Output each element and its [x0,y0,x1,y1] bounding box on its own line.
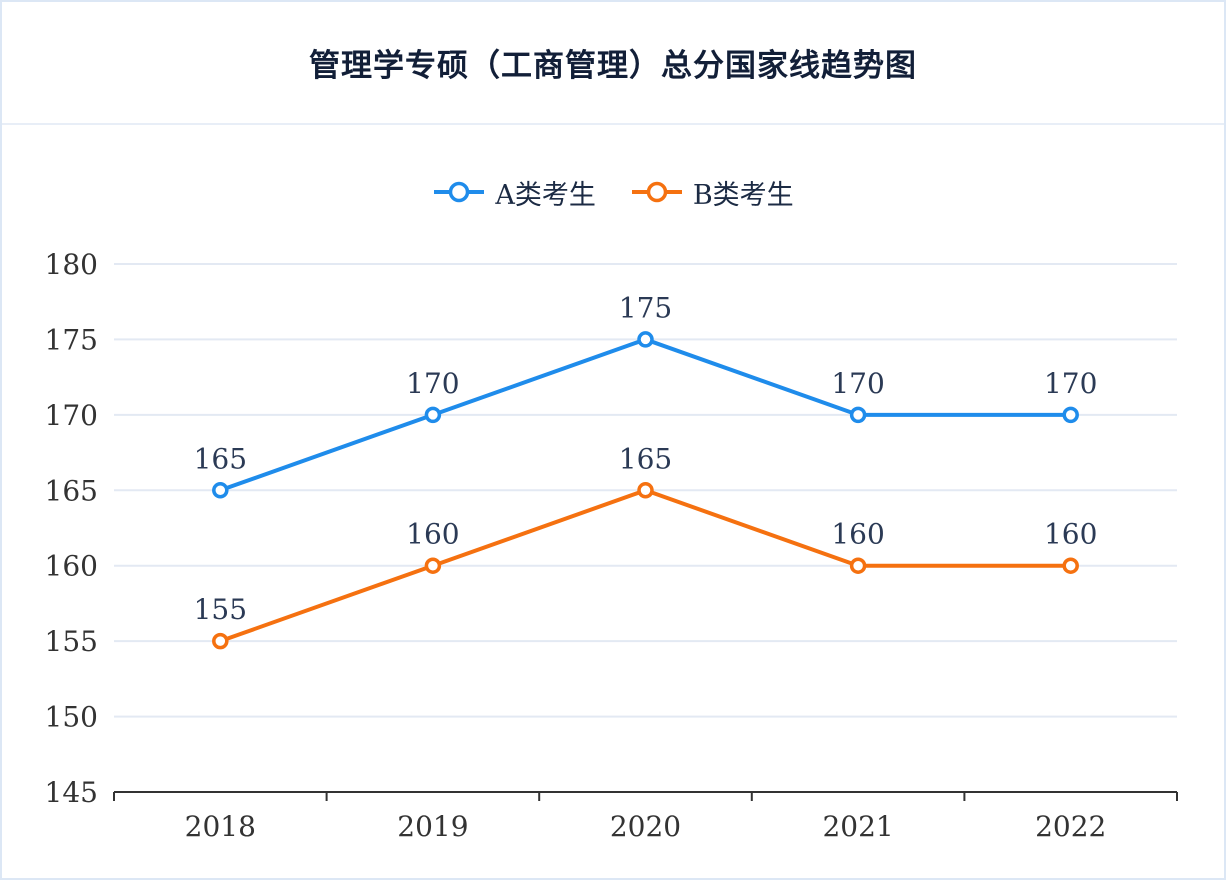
data-point-b[interactable] [637,482,654,499]
y-axis-label: 175 [45,323,98,356]
data-point-b[interactable] [1062,557,1079,574]
title-divider [2,123,1224,125]
legend-label: B类考生 [692,179,794,211]
legend: A类考生 B类考生 [2,165,1224,219]
legend-item-a[interactable]: A类考生 [432,173,596,212]
chart-title: 管理学专硕（工商管理）总分国家线趋势图 [309,48,917,84]
x-axis-label: 2020 [610,810,681,843]
y-axis-label: 145 [45,776,98,809]
data-label: 160 [831,518,884,551]
data-point-a[interactable] [637,331,654,348]
data-label: 170 [831,367,884,400]
y-axis-label: 160 [45,550,98,583]
data-point-b[interactable] [849,557,867,574]
data-label: 175 [619,291,672,324]
data-label: 160 [1044,518,1097,551]
data-label: 155 [194,593,247,626]
data-point-a[interactable] [1062,406,1079,424]
data-label: 170 [1044,367,1097,400]
legend-label: A类考生 [495,179,596,211]
legend-line-marker-icon [631,181,682,203]
data-point-a[interactable] [849,406,867,424]
data-label: 165 [194,442,247,475]
x-axis-label: 2019 [397,810,468,843]
y-axis-label: 180 [45,248,98,281]
data-label: 160 [406,518,459,551]
legend-line-marker-icon [434,181,485,203]
x-axis-label: 2018 [185,810,256,843]
data-point-b[interactable] [424,557,442,574]
y-axis-label: 155 [45,625,98,658]
y-axis-label: 165 [45,474,98,507]
legend-item-b[interactable]: B类考生 [630,173,794,212]
y-axis-label: 150 [45,701,98,734]
data-label: 170 [406,367,459,400]
x-axis-label: 2022 [1035,810,1106,843]
data-point-b[interactable] [212,632,229,650]
data-label: 165 [619,442,672,475]
data-point-a[interactable] [424,406,442,424]
x-axis-label: 2021 [822,810,893,843]
y-axis-label: 170 [45,399,98,432]
data-point-a[interactable] [212,482,229,499]
